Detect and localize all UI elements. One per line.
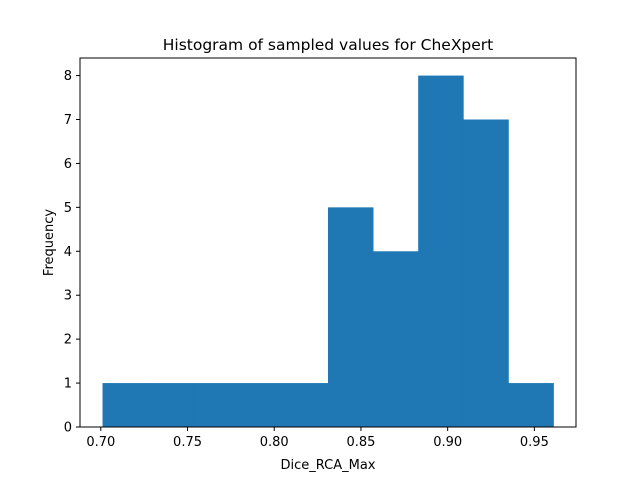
- y-tick-label: 3: [64, 289, 72, 304]
- y-tick-label: 4: [64, 245, 72, 260]
- y-tick-label: 8: [64, 69, 72, 84]
- chart-title: Histogram of sampled values for CheXpert: [163, 36, 494, 54]
- histogram-bar: [328, 207, 374, 427]
- y-tick-label: 1: [64, 377, 72, 392]
- x-tick-label: 0.90: [433, 435, 462, 450]
- x-tick-label: 0.85: [346, 435, 375, 450]
- histogram-bar: [237, 383, 284, 427]
- x-axis-title: Dice_RCA_Max: [281, 458, 376, 473]
- histogram-bars: [102, 75, 554, 428]
- y-tick-label: 2: [64, 333, 72, 348]
- histogram-bar: [102, 383, 149, 427]
- histogram-bar: [463, 119, 509, 427]
- x-tick-label: 0.70: [86, 435, 115, 450]
- x-tick-label: 0.95: [520, 435, 549, 450]
- y-tick-label: 0: [64, 421, 72, 436]
- y-tick-label: 5: [64, 201, 72, 216]
- x-axis-ticks: 0.70 0.75 0.80 0.85 0.90 0.95: [86, 427, 549, 450]
- histogram-bar: [418, 75, 464, 428]
- histogram-bar: [192, 383, 239, 427]
- histogram-bar: [147, 383, 194, 427]
- histogram-bar: [373, 251, 419, 427]
- plot-frame: [79, 57, 577, 428]
- x-tick-label: 0.80: [260, 435, 289, 450]
- y-tick-label: 7: [64, 113, 72, 128]
- histogram-bar: [282, 383, 329, 427]
- histogram-bar: [508, 383, 554, 427]
- y-axis-ticks: 0 1 2 3 4 5 6 7 8: [64, 69, 80, 436]
- y-tick-label: 6: [64, 157, 72, 172]
- x-tick-label: 0.75: [173, 435, 202, 450]
- y-axis-title: Frequency: [42, 209, 57, 276]
